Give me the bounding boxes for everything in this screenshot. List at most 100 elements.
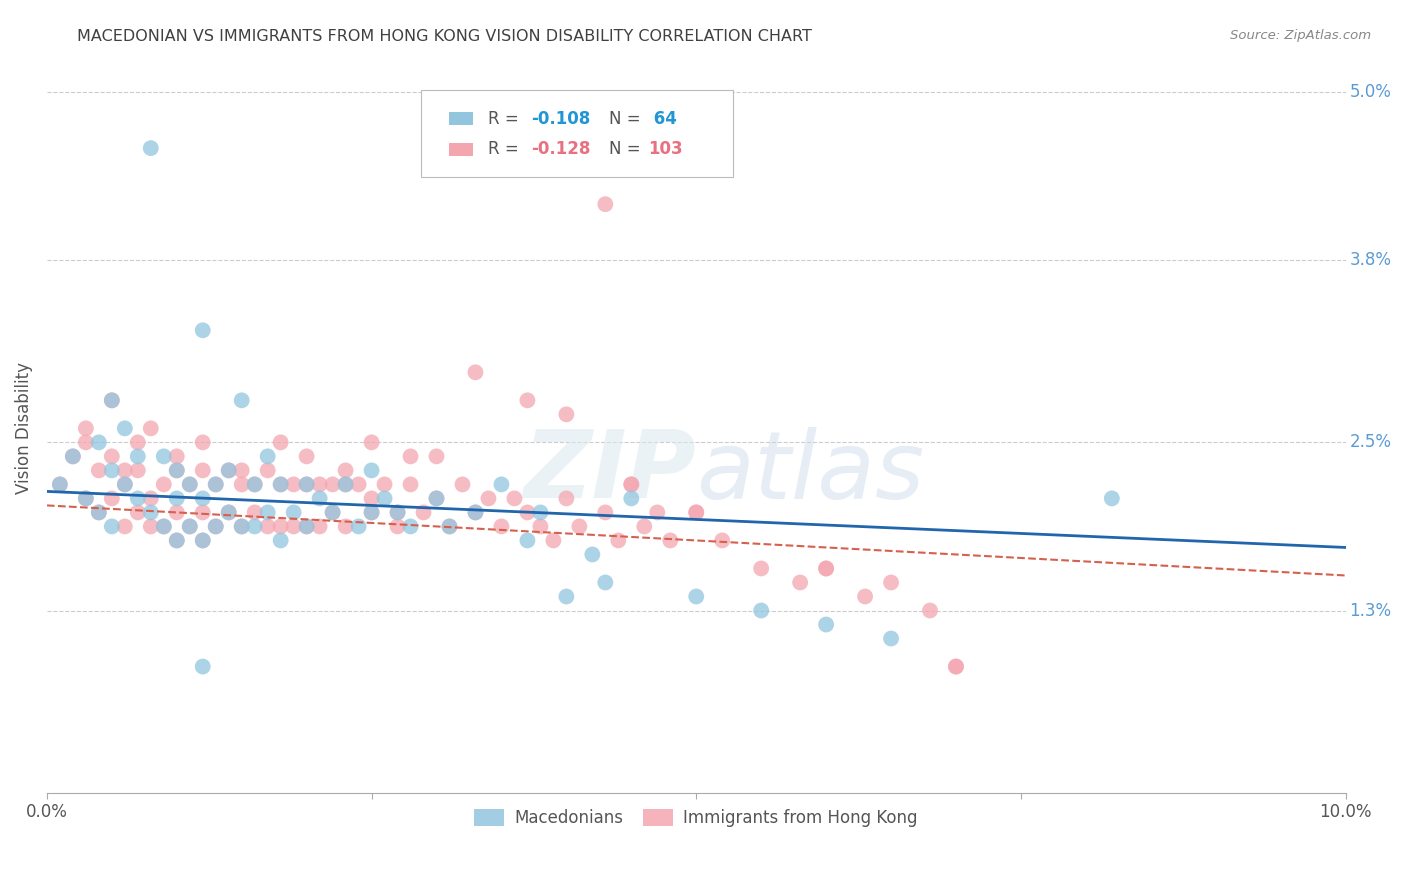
Point <box>127 450 149 464</box>
Point <box>243 519 266 533</box>
Text: 2.5%: 2.5% <box>1350 434 1392 451</box>
Point <box>853 590 876 604</box>
Point <box>139 421 162 435</box>
Point <box>620 491 643 506</box>
Text: N =: N = <box>609 110 647 128</box>
Text: atlas: atlas <box>696 426 925 517</box>
Point <box>270 477 292 491</box>
Point <box>270 477 292 491</box>
Point <box>218 505 240 519</box>
Point <box>439 519 461 533</box>
Point <box>581 548 603 562</box>
Point <box>516 505 538 519</box>
Point <box>87 505 110 519</box>
Point <box>218 463 240 477</box>
Point <box>191 533 214 548</box>
Text: 1.3%: 1.3% <box>1350 601 1392 620</box>
Point <box>335 519 357 533</box>
Text: 64: 64 <box>648 110 678 128</box>
Legend: Macedonians, Immigrants from Hong Kong: Macedonians, Immigrants from Hong Kong <box>467 800 927 835</box>
Text: Source: ZipAtlas.com: Source: ZipAtlas.com <box>1230 29 1371 43</box>
Point <box>114 463 136 477</box>
Point <box>179 519 201 533</box>
Point <box>347 519 370 533</box>
Point <box>399 450 422 464</box>
Point <box>243 505 266 519</box>
Point <box>425 450 447 464</box>
Point <box>191 463 214 477</box>
Point <box>166 463 188 477</box>
Point <box>464 505 486 519</box>
Point <box>204 477 226 491</box>
Point <box>595 505 617 519</box>
Point <box>231 477 253 491</box>
Point <box>880 575 903 590</box>
Point <box>295 450 318 464</box>
Point <box>308 519 330 533</box>
Point <box>335 477 357 491</box>
Point <box>231 519 253 533</box>
Point <box>295 519 318 533</box>
Point <box>49 477 72 491</box>
Point <box>633 519 655 533</box>
Point <box>789 575 811 590</box>
Point <box>685 505 707 519</box>
Point <box>815 561 838 575</box>
Point <box>360 435 382 450</box>
Point <box>139 491 162 506</box>
Point <box>127 505 149 519</box>
Point <box>645 505 668 519</box>
Point <box>87 505 110 519</box>
Point <box>620 477 643 491</box>
Point <box>711 533 734 548</box>
Text: -0.128: -0.128 <box>531 140 591 158</box>
Point <box>555 408 578 422</box>
Point <box>543 533 565 548</box>
Point <box>503 491 526 506</box>
Point <box>283 477 305 491</box>
Point <box>451 477 474 491</box>
Point <box>620 477 643 491</box>
Point <box>529 505 551 519</box>
Point <box>179 477 201 491</box>
Point <box>308 491 330 506</box>
Text: ZIP: ZIP <box>523 426 696 518</box>
Point <box>166 533 188 548</box>
Point <box>166 463 188 477</box>
Text: 5.0%: 5.0% <box>1350 83 1392 101</box>
Point <box>491 477 513 491</box>
Point <box>166 533 188 548</box>
Point <box>179 519 201 533</box>
Point <box>749 561 772 575</box>
Point <box>256 505 278 519</box>
Point <box>347 477 370 491</box>
Text: -0.108: -0.108 <box>531 110 591 128</box>
Point <box>166 505 188 519</box>
Point <box>464 505 486 519</box>
Point <box>295 477 318 491</box>
Point <box>308 477 330 491</box>
Point <box>425 491 447 506</box>
Point <box>491 519 513 533</box>
Point <box>685 590 707 604</box>
Text: 3.8%: 3.8% <box>1350 252 1392 269</box>
Point <box>101 491 124 506</box>
Point <box>114 477 136 491</box>
Point <box>191 505 214 519</box>
Point <box>322 505 344 519</box>
Point <box>139 505 162 519</box>
Point <box>360 505 382 519</box>
Point <box>101 463 124 477</box>
Point <box>75 421 97 435</box>
Y-axis label: Vision Disability: Vision Disability <box>15 362 32 494</box>
Point <box>75 491 97 506</box>
Point <box>101 393 124 408</box>
Point <box>62 450 84 464</box>
Point <box>464 365 486 379</box>
Point <box>49 477 72 491</box>
Point <box>152 450 174 464</box>
Point <box>75 435 97 450</box>
Text: 103: 103 <box>648 140 683 158</box>
Point <box>749 603 772 617</box>
Point <box>114 519 136 533</box>
